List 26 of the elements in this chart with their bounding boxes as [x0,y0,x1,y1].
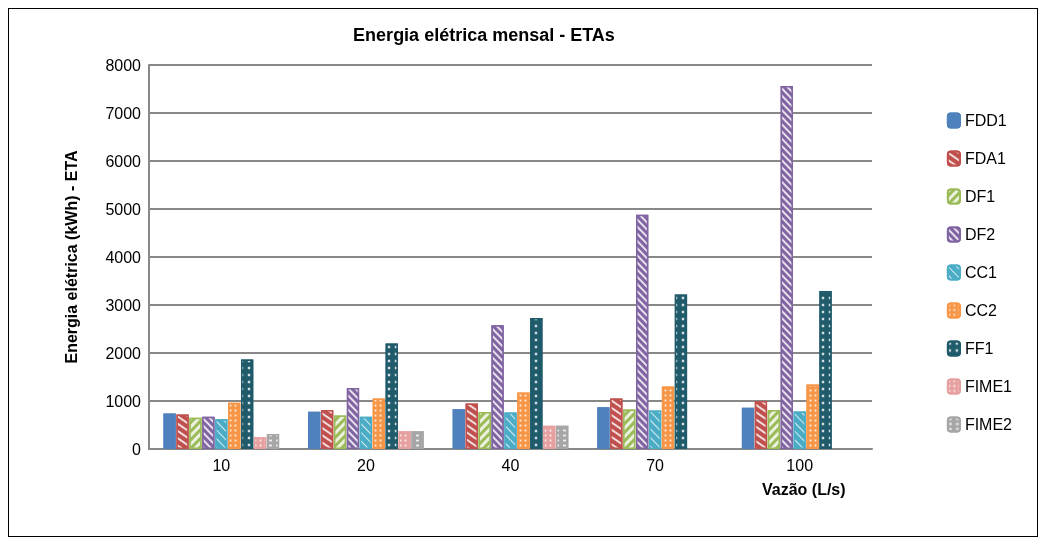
y-tick-label: 0 [132,440,142,458]
y-tick-label: 4000 [105,248,142,266]
legend-label: DF1 [964,188,996,205]
x-tick-label: 40 [501,456,520,474]
x-tick-label: 10 [212,456,231,474]
y-tick-label: 8000 [105,56,142,74]
y-tick-label: 2000 [105,344,142,362]
y-tick-label: 6000 [105,152,142,170]
chart-title: Energia elétrica mensal - ETAs [353,25,615,45]
legend-label: CC1 [964,264,997,281]
legend-label: DF2 [964,226,996,243]
x-axis-title: Vazão (L/s) [762,480,846,498]
x-tick-label: 100 [786,456,814,474]
y-axis-title: Energia elétrica (kWh) - ETA [62,150,80,364]
legend-label: FIME1 [964,378,1013,395]
y-tick-label: 5000 [105,200,142,218]
y-tick-label: 3000 [105,296,142,314]
y-tick-label: 1000 [105,392,142,410]
legend-label: CC2 [964,302,997,319]
legend-label: FDA1 [964,150,1006,167]
y-tick-label: 7000 [105,104,142,122]
x-tick-label: 70 [646,456,665,474]
x-tick-label: 20 [357,456,375,474]
legend-label: FIME2 [964,416,1013,433]
legend-label: FDD1 [964,112,1007,129]
legend-label: FF1 [964,340,994,357]
